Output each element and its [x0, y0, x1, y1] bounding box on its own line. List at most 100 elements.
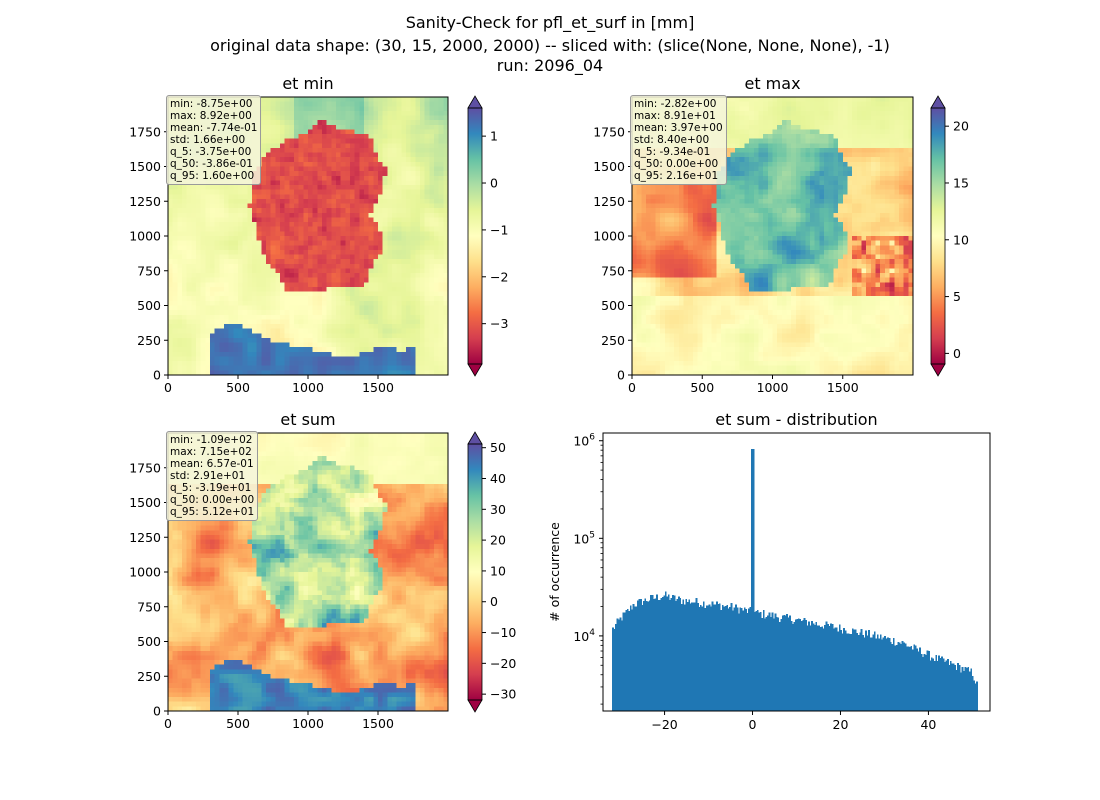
heatmap-cell — [744, 180, 750, 186]
heatmap-cell — [415, 365, 421, 371]
heatmap-cell — [429, 310, 435, 316]
heatmap-cell — [401, 185, 407, 191]
heatmap-cell — [772, 166, 778, 172]
heatmap-cell — [326, 273, 332, 279]
heatmap-cell — [438, 171, 444, 177]
heatmap-cell — [378, 324, 384, 330]
heatmap-cell — [646, 185, 652, 191]
heatmap-cell — [772, 147, 778, 154]
heatmap-cell — [317, 161, 323, 168]
heatmap-cell — [739, 189, 745, 195]
heatmap-cell — [359, 370, 365, 376]
heatmap-cell — [303, 138, 309, 144]
heatmap-cell — [340, 268, 346, 274]
heatmap-cell — [284, 347, 290, 353]
heatmap-cell — [898, 138, 905, 144]
heatmap-cell — [172, 226, 178, 232]
heatmap-cell — [415, 212, 421, 219]
heatmap-cell — [894, 143, 900, 149]
heatmap-cell — [856, 175, 863, 181]
heatmap-cell — [224, 314, 230, 320]
heatmap-cell — [847, 171, 853, 177]
heatmap-cell — [266, 138, 272, 144]
heatmap-cell — [350, 342, 356, 348]
heatmap-cell — [861, 134, 867, 140]
heatmap-cell — [340, 249, 346, 256]
heatmap-cell — [866, 97, 872, 103]
heatmap-cell — [692, 185, 699, 191]
heatmap-cell — [420, 97, 426, 103]
heatmap-cell — [434, 157, 440, 163]
heatmap-cell — [415, 115, 421, 121]
heatmap-cell — [168, 198, 174, 205]
heatmap-cell — [894, 124, 900, 131]
heatmap-cell — [312, 282, 318, 288]
heatmap-cell — [210, 185, 216, 191]
heatmap-cell — [415, 351, 421, 358]
heatmap-cell — [401, 203, 407, 209]
heatmap-cell — [777, 97, 783, 103]
heatmap-cell — [294, 212, 300, 219]
heatmap-cell — [172, 324, 178, 330]
heatmap-cell — [392, 351, 398, 358]
heatmap-cell — [809, 171, 816, 177]
heatmap-cell — [308, 120, 314, 126]
heatmap-cell — [410, 342, 416, 348]
heatmap-cell — [345, 185, 351, 191]
heatmap-cell — [228, 361, 234, 367]
heatmap-cell — [373, 185, 379, 191]
heatmap-cell — [420, 319, 426, 325]
heatmap-cell — [443, 277, 449, 283]
heatmap-cell — [196, 226, 202, 232]
heatmap-cell — [233, 282, 239, 288]
heatmap-cell — [294, 282, 300, 288]
heatmap-cell — [396, 240, 402, 246]
heatmap-cell — [359, 194, 365, 200]
heatmap-cell — [434, 134, 440, 140]
heatmap-cell — [289, 342, 295, 348]
heatmap-cell — [406, 166, 412, 172]
heatmap-cell — [200, 291, 206, 297]
heatmap-cell — [280, 166, 286, 172]
heatmap-cell — [256, 217, 262, 223]
heatmap-cell — [256, 203, 262, 209]
heatmap-cell — [373, 180, 379, 186]
heatmap-cell — [210, 351, 216, 358]
heatmap-cell — [424, 268, 430, 274]
heatmap-cell — [322, 249, 328, 256]
heatmap-cell — [312, 263, 318, 270]
heatmap-cell — [420, 310, 426, 316]
heatmap-cell — [191, 240, 197, 246]
heatmap-cell — [317, 291, 323, 297]
heatmap-cell — [312, 198, 318, 205]
heatmap-cell — [256, 268, 262, 274]
heatmap-cell — [354, 138, 360, 144]
heatmap-cell — [396, 217, 402, 223]
heatmap-cell — [196, 351, 202, 358]
heatmap-cell — [182, 259, 188, 265]
heatmap-cell — [730, 124, 736, 131]
heatmap-cell — [196, 365, 202, 371]
heatmap-cell — [345, 365, 351, 371]
heatmap-cell — [238, 212, 244, 219]
heatmap-cell — [382, 245, 388, 251]
heatmap-cell — [340, 324, 346, 330]
heatmap-cell — [396, 310, 402, 316]
heatmap-cell — [172, 222, 178, 228]
heatmap-cell — [312, 185, 318, 191]
heatmap-cell — [415, 189, 421, 195]
heatmap-cell — [322, 97, 328, 103]
heatmap-cell — [326, 347, 332, 353]
heatmap-cell — [725, 120, 731, 126]
heatmap-cell — [781, 110, 788, 117]
heatmap-cell — [791, 134, 797, 140]
heatmap-cell — [420, 356, 426, 362]
heatmap-cell — [210, 310, 216, 316]
heatmap-cell — [261, 273, 267, 279]
heatmap-cell — [401, 180, 407, 186]
heatmap-cell — [392, 337, 398, 344]
heatmap-cell — [434, 208, 440, 214]
heatmap-cell — [270, 120, 276, 126]
heatmap-cell — [345, 166, 351, 172]
heatmap-cell — [903, 185, 909, 191]
